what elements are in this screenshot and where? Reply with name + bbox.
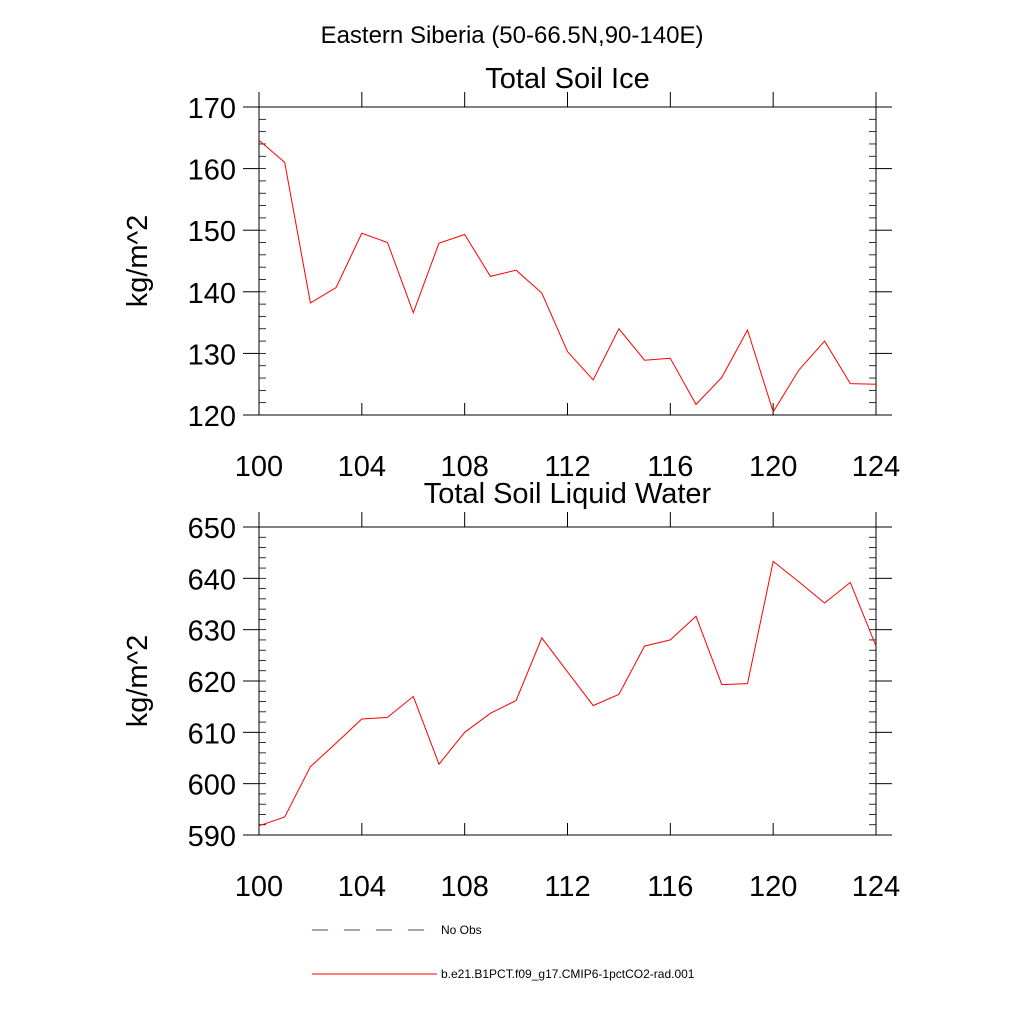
- x-tick-label: 108: [440, 451, 488, 483]
- y-tick-label: 160: [188, 155, 236, 187]
- figure-suptitle: Eastern Siberia (50-66.5N,90-140E): [321, 22, 704, 49]
- x-tick-label: 100: [235, 871, 283, 903]
- y-tick-label: 640: [188, 564, 236, 596]
- plot-frame: [258, 526, 877, 836]
- x-tick-label: 108: [440, 871, 488, 903]
- x-tick-label: 112: [544, 871, 590, 903]
- panel-title: Total Soil Liquid Water: [424, 478, 712, 510]
- x-tick-label: 104: [338, 451, 386, 483]
- y-tick-label: 130: [188, 339, 236, 371]
- y-tick-label: 630: [188, 616, 236, 648]
- y-tick-label: 140: [188, 278, 236, 310]
- y-axis-label: kg/m^2: [122, 635, 154, 728]
- x-tick-label: 116: [647, 871, 693, 903]
- x-tick-label: 100: [235, 451, 283, 483]
- series-line: [258, 139, 877, 414]
- y-tick-label: 600: [188, 770, 236, 802]
- x-tick-label: 104: [338, 871, 386, 903]
- series-line: [258, 560, 877, 827]
- x-tick-label: 120: [749, 871, 797, 903]
- legend-label-no-obs: No Obs: [441, 923, 482, 937]
- x-tick-label: 124: [852, 871, 900, 903]
- y-tick-label: 170: [188, 93, 236, 125]
- x-tick-label: 120: [749, 451, 797, 483]
- panel-soil-ice: Total Soil Ice kg/m^2 100 104 108 112 116 120 12…: [122, 63, 900, 483]
- y-axis-label: kg/m^2: [122, 215, 154, 308]
- plot-frame: [258, 106, 877, 416]
- legend: No Obs b.e21.B1PCT.f09_g17.CMIP6-1pctCO2…: [312, 923, 695, 981]
- x-tick-label: 112: [544, 451, 590, 483]
- y-tick-label: 620: [188, 667, 236, 699]
- x-tick-label: 124: [852, 451, 900, 483]
- y-tick-label: 590: [188, 821, 236, 853]
- panel-title: Total Soil Ice: [485, 63, 649, 95]
- panel-soil-liquid-water: Total Soil Liquid Water kg/m^2 100 104 108 11…: [122, 478, 900, 903]
- y-tick-label: 610: [188, 718, 236, 750]
- y-tick-label: 650: [188, 513, 236, 545]
- legend-label-model-run: b.e21.B1PCT.f09_g17.CMIP6-1pctCO2-rad.00…: [441, 967, 695, 981]
- y-tick-label: 150: [188, 216, 236, 248]
- y-tick-label: 120: [188, 401, 236, 433]
- x-tick-label: 116: [647, 451, 693, 483]
